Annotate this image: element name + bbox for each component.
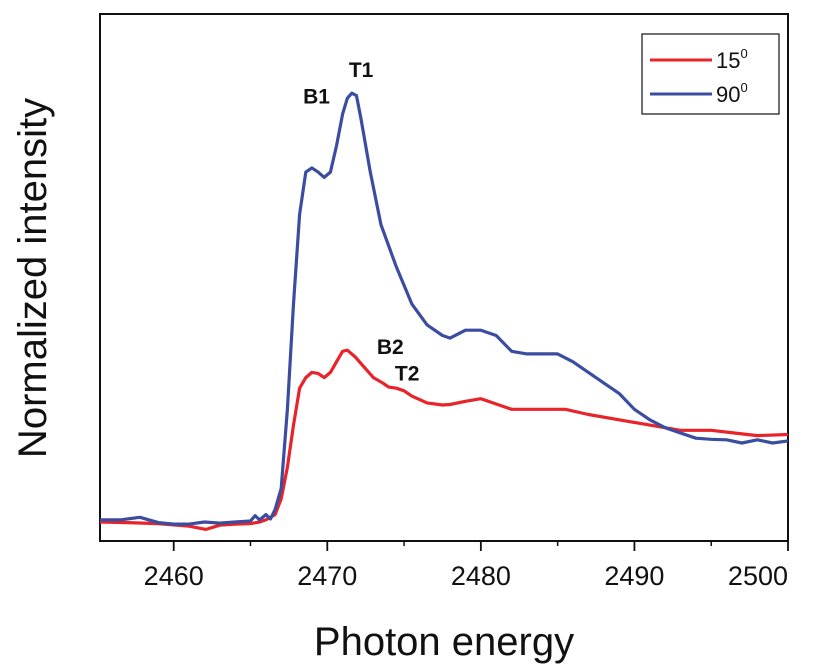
legend-label-15deg-text: 15: [716, 48, 740, 73]
annotation-t1: T1: [349, 59, 374, 82]
series-line-15deg: [99, 348, 789, 531]
annotation-b1: B1: [303, 86, 330, 109]
legend-box: [641, 33, 780, 115]
legend-label-15deg: 150: [716, 46, 748, 73]
legend-label-90deg-superscript: 0: [740, 80, 747, 95]
legend: 150 900: [641, 33, 780, 115]
series-line-90deg: [100, 91, 789, 526]
legend-label-15deg-superscript: 0: [740, 46, 747, 61]
plot-frame: [99, 13, 789, 542]
series-layer: [99, 91, 789, 531]
annotation-b2: B2: [377, 336, 404, 359]
x-tick-label: 2480: [451, 561, 511, 591]
y-axis-title: Normalized intensity: [11, 98, 55, 458]
x-tick-label: 2460: [144, 561, 204, 591]
legend-label-90deg-text: 90: [716, 82, 740, 107]
x-tick-label: 2500: [728, 561, 788, 591]
x-axis-ticks: 2460 2470 2480 2490 2500: [144, 541, 789, 591]
x-axis-title: Photon energy: [314, 620, 574, 664]
x-tick-label: 2490: [604, 561, 664, 591]
annotations: T1 B1 B2 T2: [303, 59, 419, 385]
legend-label-90deg: 900: [716, 80, 748, 107]
x-tick-label: 2470: [297, 561, 357, 591]
annotation-t2: T2: [395, 362, 420, 385]
